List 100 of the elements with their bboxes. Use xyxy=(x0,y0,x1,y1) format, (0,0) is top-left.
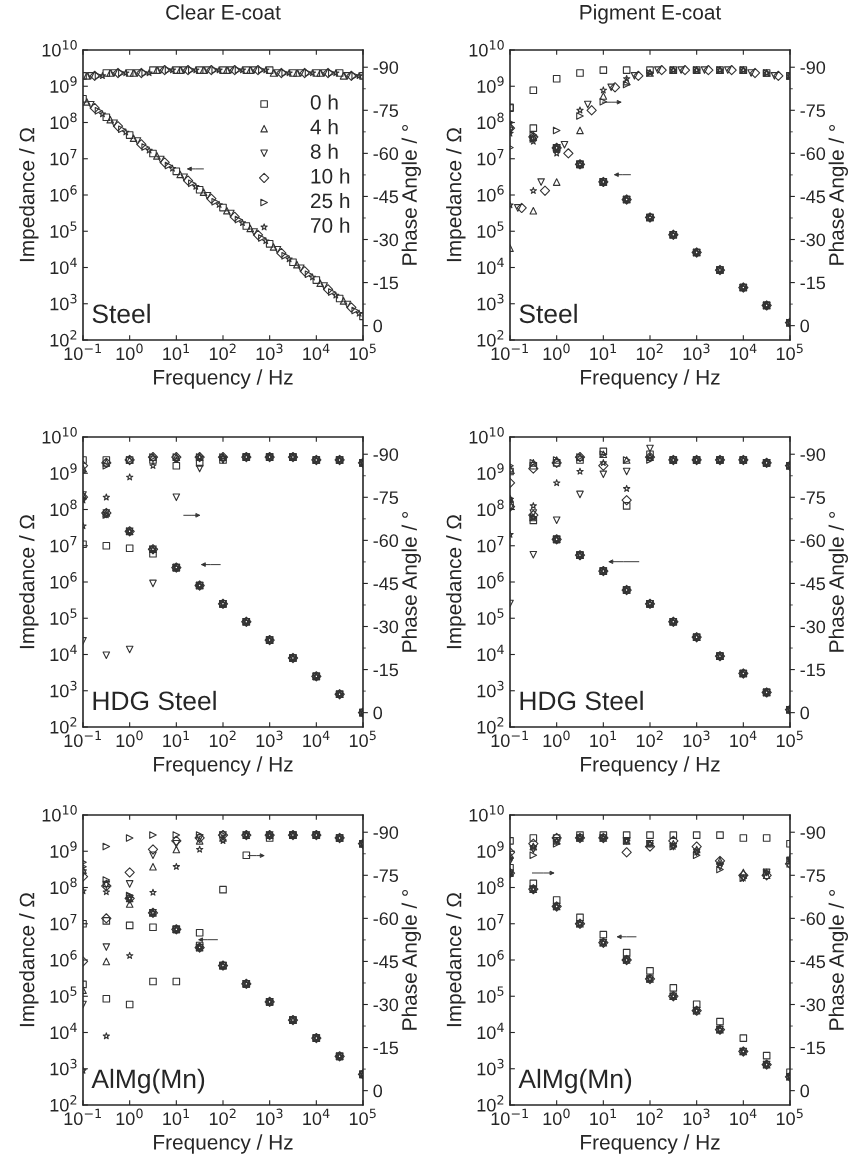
x-tick-label: 10$^{4}$ xyxy=(730,1108,757,1126)
y2-tick-label: -15 xyxy=(373,276,399,290)
y-tick-label: 10$^{10}$ xyxy=(42,805,77,822)
y-tick-label: 10$^{3}$ xyxy=(50,293,77,311)
annotation: AlMg(Mn) xyxy=(91,1068,205,1094)
y2-tick-label: -60 xyxy=(800,912,826,926)
y2-tick-label: -45 xyxy=(800,955,826,969)
y2-tick-label: -15 xyxy=(373,1041,399,1055)
y2-tick-label: -90 xyxy=(373,826,399,839)
y-tick-label: 10$^{9}$ xyxy=(50,841,77,858)
y2-axis-title: Phase Angle / ° xyxy=(401,124,422,265)
x-tick-label: 10$^{5}$ xyxy=(349,1108,376,1126)
x-tick-label: 10$^{4}$ xyxy=(303,343,330,361)
y-tick-label: 10$^{7}$ xyxy=(477,914,504,931)
y-tick-label: 10$^{7}$ xyxy=(50,914,77,931)
annotation: Steel xyxy=(92,303,150,324)
y2-tick-label: -90 xyxy=(373,448,399,461)
y-tick-label: 10$^{4}$ xyxy=(50,257,77,275)
y-tick-label: 10$^{7}$ xyxy=(50,149,77,166)
x-tick-label: 10$^{0}$ xyxy=(116,343,143,361)
y-tick-label: 10$^{10}$ xyxy=(42,40,77,57)
x-tick-label: 10$^{4}$ xyxy=(303,1108,330,1126)
x-tick-label: 10$^{0}$ xyxy=(116,1108,143,1126)
y2-tick-label: -75 xyxy=(373,869,399,883)
annotation: HDG Steel xyxy=(93,690,216,711)
y2-tick-label: -60 xyxy=(373,912,399,926)
y2-tick-label: -75 xyxy=(800,491,826,505)
y-tick-label: 10$^{9}$ xyxy=(477,463,504,480)
y2-tick-label: -30 xyxy=(800,233,826,247)
y-tick-label: 10$^{5}$ xyxy=(477,986,504,1003)
legend-label: 70 h xyxy=(311,217,350,233)
legend-label: 8 h xyxy=(310,143,338,159)
y-tick-label: 10$^{9}$ xyxy=(477,76,504,93)
x-tick-label: 10$^{1}$ xyxy=(590,730,617,748)
x-tick-label: 10$^{2}$ xyxy=(636,1108,663,1126)
x-tick-label: 10$^{1}$ xyxy=(163,1108,190,1126)
y-tick-label: 10$^{9}$ xyxy=(50,463,77,480)
legend-label: 4 h xyxy=(310,119,338,135)
y-tick-label: 10$^{9}$ xyxy=(50,76,77,93)
y-tick-label: 10$^{4}$ xyxy=(477,1022,504,1040)
y2-tick-label: -30 xyxy=(373,998,399,1012)
y2-tick-label: -15 xyxy=(800,276,826,290)
x-tick-label: 10$^{2}$ xyxy=(209,730,236,748)
y2-tick-label: -60 xyxy=(800,534,826,548)
y2-tick-label: 0 xyxy=(373,319,383,333)
y2-tick-label: 0 xyxy=(373,706,383,720)
y2-tick-label: -90 xyxy=(373,61,399,74)
y-tick-label: 10$^{8}$ xyxy=(477,499,504,517)
x-tick-label: 10$^{4}$ xyxy=(730,343,757,361)
x-tick-label: 10$^{1}$ xyxy=(163,730,190,748)
x-tick-label: 10$^{2}$ xyxy=(636,343,663,361)
y-axis-title: Impedance / Ω xyxy=(19,514,39,649)
y2-tick-label: 0 xyxy=(800,319,810,333)
x-tick-label: 10$^{2}$ xyxy=(209,1108,236,1126)
y2-tick-label: -45 xyxy=(373,577,399,591)
x-tick-label: 10$^{5}$ xyxy=(776,343,803,361)
x-tick-label: 10$^{5}$ xyxy=(776,1108,803,1126)
y-tick-label: 10$^{6}$ xyxy=(50,185,77,202)
x-tick-label: 10$^{1}$ xyxy=(590,1108,617,1126)
y-tick-label: 10$^{5}$ xyxy=(477,221,504,238)
y2-tick-label: -60 xyxy=(800,147,826,161)
y2-tick-label: -15 xyxy=(373,663,399,677)
y2-tick-label: -30 xyxy=(800,998,826,1012)
y2-tick-label: -75 xyxy=(373,491,399,505)
y-tick-label: 10$^{6}$ xyxy=(50,572,77,589)
y-tick-label: 10$^{8}$ xyxy=(50,499,77,517)
y2-axis-title: Phase Angle / ° xyxy=(828,511,849,652)
x-tick-label: 10$^{2}$ xyxy=(636,730,663,748)
y-tick-label: 10$^{6}$ xyxy=(477,185,504,202)
y2-tick-label: -90 xyxy=(800,448,826,461)
y-tick-label: 10$^{8}$ xyxy=(50,877,77,895)
y-tick-label: 10$^{5}$ xyxy=(50,608,77,625)
y-tick-label: 10$^{6}$ xyxy=(50,950,77,967)
y-tick-label: 10$^{10}$ xyxy=(469,805,504,822)
y-tick-label: 10$^{3}$ xyxy=(50,1058,77,1076)
x-tick-label: 10$^{5}$ xyxy=(349,343,376,361)
y-tick-label: 10$^{10}$ xyxy=(469,427,504,444)
y2-tick-label: -60 xyxy=(373,147,399,161)
x-tick-label: 10$^{4}$ xyxy=(303,730,330,748)
y-tick-label: 10$^{7}$ xyxy=(477,149,504,166)
x-tick-label: 10$^{4}$ xyxy=(730,730,757,748)
x-tick-label: 10$^{3}$ xyxy=(683,730,710,748)
y2-tick-label: -90 xyxy=(800,61,826,74)
y-tick-label: 10$^{3}$ xyxy=(50,680,77,698)
y-tick-label: 10$^{8}$ xyxy=(50,112,77,130)
legend-label: 10 h xyxy=(311,168,350,184)
y2-tick-label: -75 xyxy=(800,104,826,118)
y2-axis-title: Phase Angle / ° xyxy=(401,889,422,1030)
y2-axis-title: Phase Angle / ° xyxy=(401,511,422,652)
y-tick-label: 10$^{3}$ xyxy=(477,293,504,311)
y-tick-label: 10$^{10}$ xyxy=(469,40,504,57)
y2-tick-label: -60 xyxy=(373,534,399,548)
y2-tick-label: -45 xyxy=(800,577,826,591)
chart-title: Clear E-coat xyxy=(166,4,281,20)
x-tick-label: 10$^{5}$ xyxy=(349,730,376,748)
y2-axis-title: Phase Angle / ° xyxy=(828,124,849,265)
y2-tick-label: 0 xyxy=(800,706,810,720)
y-tick-label: 10$^{3}$ xyxy=(477,680,504,698)
y-tick-label: 10$^{9}$ xyxy=(477,841,504,858)
y2-tick-label: 0 xyxy=(373,1084,383,1098)
